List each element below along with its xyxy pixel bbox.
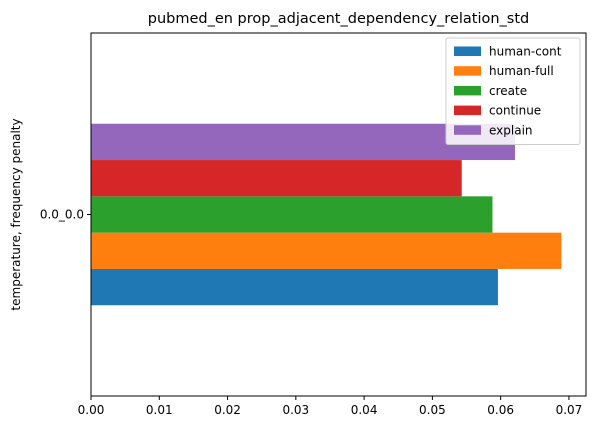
y-tick-label: 0.0_0.0 [40, 208, 84, 222]
legend-swatch-human-cont [454, 46, 481, 56]
bar-create [91, 196, 493, 233]
x-tick-label: 0.01 [146, 403, 173, 417]
legend-swatch-explain [454, 125, 481, 135]
chart-title: pubmed_en prop_adjacent_dependency_relat… [148, 11, 530, 27]
legend-label-human-cont: human-cont [489, 45, 562, 59]
x-tick-label: 0.04 [351, 403, 378, 417]
x-tick-label: 0.05 [419, 403, 446, 417]
x-axis: 0.00 0.01 0.02 0.03 0.04 0.05 0.06 0.07 [78, 396, 583, 417]
x-tick-label: 0.03 [282, 403, 309, 417]
bar-human-cont [91, 268, 498, 306]
legend-swatch-human-full [454, 66, 481, 76]
legend: human-cont human-full create continue explai… [445, 37, 581, 145]
bar-human-full [91, 232, 562, 269]
bar-continue [91, 160, 462, 197]
x-tick-label: 0.00 [78, 403, 105, 417]
legend-swatch-create [454, 85, 481, 96]
x-tick-label: 0.07 [556, 403, 583, 417]
x-tick-label: 0.02 [214, 403, 241, 417]
legend-label-continue: continue [489, 104, 541, 118]
y-axis: 0.0_0.0 [40, 208, 91, 222]
x-tick-label: 0.06 [487, 403, 514, 417]
y-axis-label: temperature, frequency penalty [9, 118, 23, 310]
legend-swatch-continue [454, 105, 481, 116]
legend-label-human-full: human-full [489, 64, 554, 78]
legend-label-create: create [489, 84, 527, 98]
bar-explain [91, 123, 515, 161]
bars-layer [91, 123, 562, 306]
legend-box [445, 37, 581, 145]
legend-label-explain: explain [489, 123, 533, 137]
